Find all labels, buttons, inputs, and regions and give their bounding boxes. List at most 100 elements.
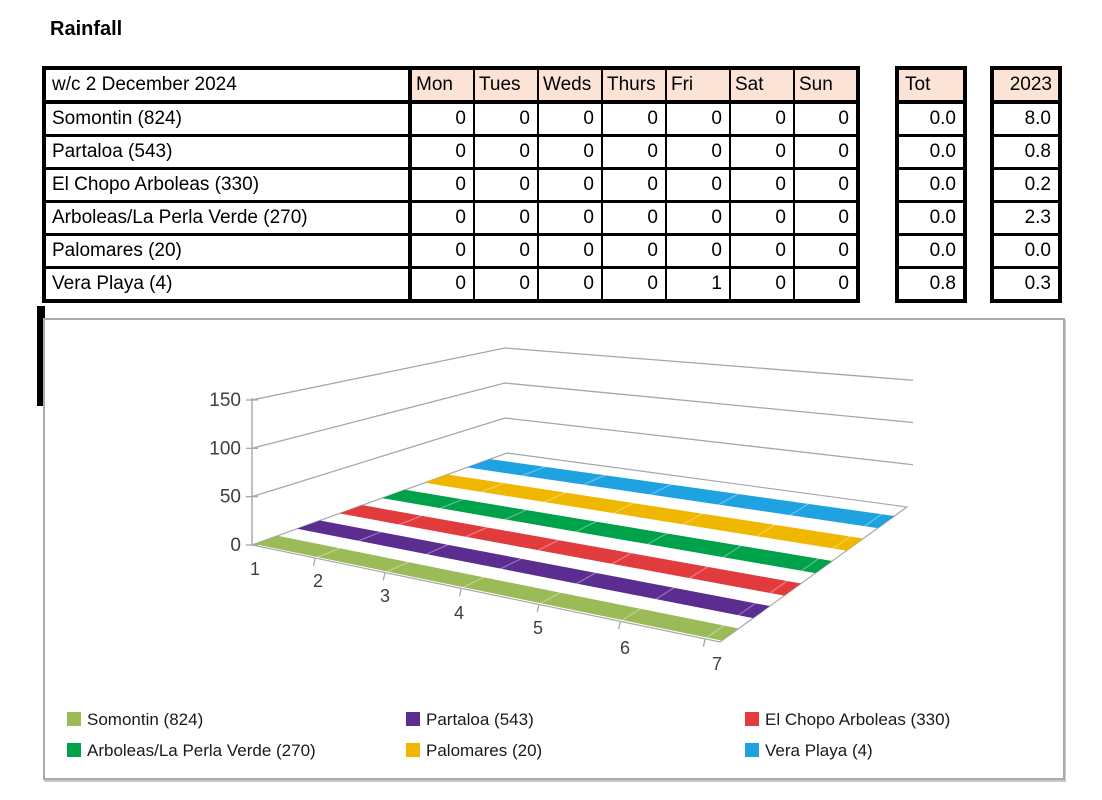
value-cell[interactable]: 0 [473,200,539,236]
rainfall-table: w/c 2 December 2024 Mon Tues Weds Thurs … [42,66,860,303]
value-cell[interactable]: 0 [793,101,859,137]
legend-item[interactable]: Palomares (20) [406,741,542,761]
legend-item[interactable]: Somontin (824) [67,710,203,730]
value-cell[interactable]: 0 [729,134,795,170]
legend-item[interactable]: El Chopo Arboleas (330) [745,710,950,730]
value-cell[interactable]: 0 [665,233,731,269]
value-cell[interactable]: 0 [537,266,603,303]
day-header-fri[interactable]: Fri [665,67,731,104]
value-cell[interactable]: 0 [793,266,859,303]
value-cell[interactable]: 0 [409,101,475,137]
tot-value-cell[interactable]: 0.0 [895,134,967,170]
value-cell[interactable]: 0 [409,200,475,236]
week-header-cell[interactable]: w/c 2 December 2024 [43,67,412,104]
value-cell[interactable]: 0 [601,200,667,236]
value-cell[interactable]: 0 [409,134,475,170]
rainfall-chart[interactable]: 0 50 100 150 1 2 3 4 5 6 7 Somontin (824) Partaloa… [43,318,1065,780]
year-value-cell[interactable]: 2.3 [990,200,1062,236]
table-row: El Chopo Arboleas (330) 0 0 0 0 0 0 0 [43,167,859,203]
svg-text:50: 50 [220,487,241,508]
legend-item[interactable]: Partaloa (543) [406,710,534,730]
day-header-mon[interactable]: Mon [409,67,475,104]
table-row: Vera Playa (4) 0 0 0 0 1 0 0 [43,266,859,303]
value-cell[interactable]: 0 [793,233,859,269]
year-value-cell[interactable]: 0.8 [990,134,1062,170]
year-value-cell[interactable]: 0.3 [990,266,1062,303]
value-cell[interactable]: 0 [729,266,795,303]
table-row: Somontin (824) 0 0 0 0 0 0 0 [43,101,859,137]
year-column-table: 2023 8.0 0.8 0.2 2.3 0.0 0.3 [990,66,1062,303]
year-value-cell[interactable]: 8.0 [990,100,1062,137]
tot-header-cell[interactable]: Tot [895,66,967,104]
legend-label: Palomares (20) [426,741,543,760]
svg-text:7: 7 [712,654,722,674]
tot-value-cell[interactable]: 0.0 [895,100,967,137]
svg-text:5: 5 [533,618,543,638]
series-ribbon[interactable] [339,505,802,596]
series-ribbon[interactable] [424,474,864,551]
year-value-cell[interactable]: 0.0 [990,233,1062,269]
tot-value-cell[interactable]: 0.8 [895,266,967,303]
value-cell[interactable]: 0 [601,167,667,203]
value-cell[interactable]: 0 [793,134,859,170]
svg-text:0: 0 [230,535,241,556]
series-ribbon[interactable] [467,459,895,529]
legend-item[interactable]: Arboleas/La Perla Verde (270) [67,741,316,761]
value-cell[interactable]: 0 [793,200,859,236]
value-cell[interactable]: 0 [601,233,667,269]
value-cell[interactable]: 0 [473,233,539,269]
value-cell[interactable]: 0 [601,266,667,303]
value-cell[interactable]: 0 [409,167,475,203]
station-name-cell[interactable]: Arboleas/La Perla Verde (270) [43,200,412,236]
series-ribbon[interactable] [297,520,770,619]
day-header-weds[interactable]: Weds [537,67,603,104]
value-cell[interactable]: 0 [665,200,731,236]
tot-value-cell[interactable]: 0.0 [895,167,967,203]
svg-text:3: 3 [380,586,390,606]
value-cell[interactable]: 0 [665,167,731,203]
station-name-cell[interactable]: Somontin (824) [43,101,412,137]
value-cell[interactable]: 0 [409,233,475,269]
tot-value-cell[interactable]: 0.0 [895,200,967,236]
svg-text:4: 4 [454,603,464,623]
value-cell[interactable]: 0 [665,134,731,170]
value-cell[interactable]: 0 [473,134,539,170]
value-cell[interactable]: 0 [665,101,731,137]
value-cell[interactable]: 0 [537,233,603,269]
station-name-cell[interactable]: Palomares (20) [43,233,412,269]
value-cell[interactable]: 0 [601,134,667,170]
legend-item[interactable]: Vera Playa (4) [745,741,873,761]
tot-value-cell[interactable]: 0.0 [895,233,967,269]
value-cell[interactable]: 0 [729,167,795,203]
value-cell[interactable]: 0 [793,167,859,203]
day-header-tues[interactable]: Tues [473,67,539,104]
year-value-cell[interactable]: 0.2 [990,167,1062,203]
day-header-sat[interactable]: Sat [729,67,795,104]
day-header-sun[interactable]: Sun [793,67,859,104]
series-swatch-icon [745,743,759,757]
value-cell[interactable]: 0 [729,200,795,236]
series-ribbon[interactable] [254,535,739,641]
table-row: Palomares (20) 0 0 0 0 0 0 0 [43,233,859,269]
station-name-cell[interactable]: Vera Playa (4) [43,266,412,303]
station-name-cell[interactable]: Partaloa (543) [43,134,412,170]
year-header-cell[interactable]: 2023 [990,66,1062,104]
value-cell[interactable]: 0 [729,101,795,137]
value-cell[interactable]: 0 [537,101,603,137]
value-cell[interactable]: 1 [665,266,731,303]
series-ribbon[interactable] [382,489,833,574]
value-cell[interactable]: 0 [473,101,539,137]
value-cell[interactable]: 0 [729,233,795,269]
table-row: Partaloa (543) 0 0 0 0 0 0 0 [43,134,859,170]
value-cell[interactable]: 0 [409,266,475,303]
value-cell[interactable]: 0 [473,167,539,203]
svg-text:100: 100 [209,438,241,459]
station-name-cell[interactable]: El Chopo Arboleas (330) [43,167,412,203]
value-cell[interactable]: 0 [473,266,539,303]
value-cell[interactable]: 0 [537,134,603,170]
value-cell[interactable]: 0 [537,167,603,203]
value-cell[interactable]: 0 [537,200,603,236]
series-swatch-icon [67,743,81,757]
value-cell[interactable]: 0 [601,101,667,137]
day-header-thurs[interactable]: Thurs [601,67,667,104]
